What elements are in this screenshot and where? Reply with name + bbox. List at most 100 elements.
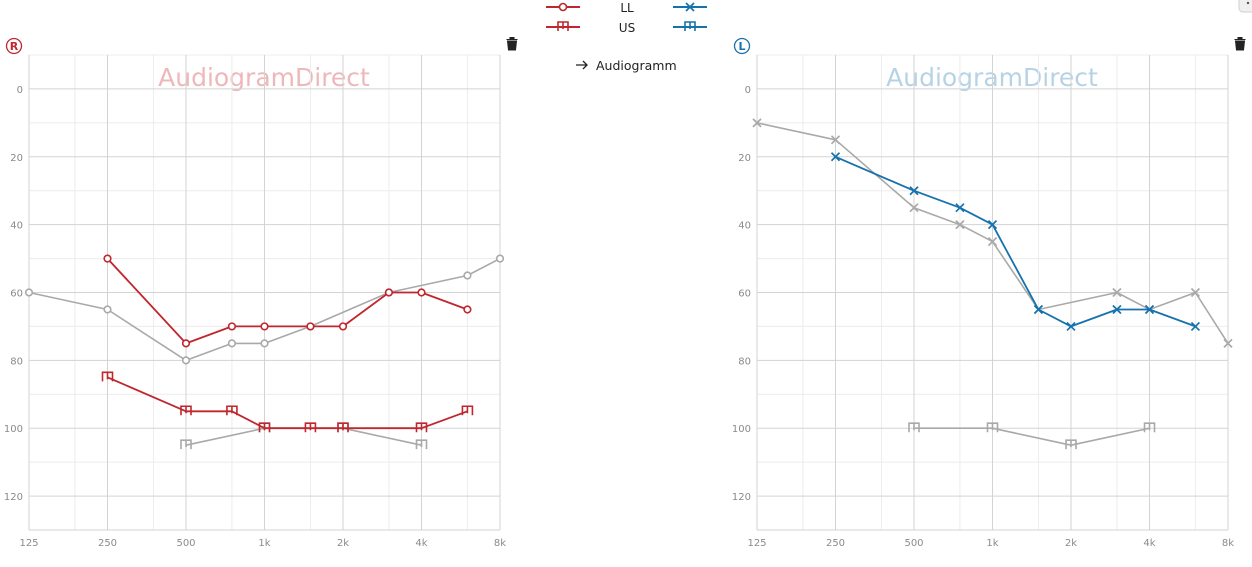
cross-marker[interactable] [987,220,998,230]
left-axis-labels: 125 250 500 1k 2k 4k 8k 0 20 40 60 80 100 120 [732,85,1234,549]
series-line [835,155,1196,328]
legend-right-ll-symbol [546,2,580,12]
left-ear-indicator: L [733,37,751,55]
bracket-marker[interactable] [986,422,999,433]
bracket-marker[interactable] [415,439,428,450]
bracket-marker[interactable] [180,439,192,450]
series-line [106,257,468,345]
series-bracket-reference [180,422,428,450]
bracket-marker[interactable] [461,405,474,416]
y-tick-label: 0 [745,85,751,96]
circle-marker[interactable] [463,271,472,280]
circle-marker[interactable] [181,356,191,365]
right-ear-audiogram[interactable]: R AudiogramDirect 125 250 500 1k 2k 4k 8k02040… [4,36,520,549]
right-ear-letter: R [10,40,19,53]
circle-marker[interactable] [495,254,505,263]
cross-marker[interactable] [1190,321,1201,332]
right-series[interactable] [24,254,505,450]
circle-marker[interactable] [181,339,191,348]
circle-marker[interactable] [384,288,394,297]
left-series[interactable] [752,118,1233,450]
circle-marker[interactable] [417,288,426,297]
y-tick-label: 20 [738,153,751,164]
circle-marker[interactable] [463,305,472,314]
y-tick-label: 80 [10,356,23,367]
right-delete-button[interactable] [504,36,520,52]
bracket-marker[interactable] [1143,422,1156,433]
x-tick-label: 4k [1143,538,1155,549]
legend-label-ll: LL [620,1,634,15]
circle-marker[interactable] [227,322,237,331]
series-line [914,427,1150,447]
series-circle-active [103,254,472,348]
cross-marker[interactable] [909,186,919,196]
circled-r-icon [5,37,23,55]
circle-marker[interactable] [24,288,34,297]
arrow-right-icon [576,60,588,70]
cross-marker[interactable] [1112,287,1122,298]
circle-marker[interactable] [103,305,112,314]
bracket-marker[interactable] [101,371,114,382]
x-tick-label: 4k [415,538,427,549]
cross-marker[interactable] [1033,304,1044,315]
cross-marker[interactable] [987,237,998,247]
x-tick-label: 250 [826,538,845,549]
bracket-marker[interactable] [226,405,238,416]
circle-marker[interactable] [260,322,269,331]
cross-marker[interactable] [752,118,762,128]
circle-marker[interactable] [103,254,112,263]
cross-marker[interactable] [1066,321,1076,332]
series-cross-active [830,152,1201,332]
cross-marker[interactable] [1190,287,1201,298]
y-tick-label: 100 [732,424,751,435]
y-tick-label: 60 [738,289,751,300]
cross-marker[interactable] [830,135,841,145]
cross-marker[interactable] [830,152,841,162]
cross-marker[interactable] [955,203,965,213]
circle-marker[interactable] [306,322,315,331]
legend-left-ll-symbol [673,2,707,12]
series-line [185,427,422,446]
cross-marker[interactable] [955,220,965,230]
cross-marker-icon [685,2,695,12]
cross-marker[interactable] [909,203,919,213]
bracket-marker[interactable] [304,422,317,433]
left-delete-button[interactable] [1232,36,1248,52]
cross-marker[interactable] [1223,338,1233,348]
y-tick-label: 100 [4,424,23,435]
legend: LL US [546,1,707,35]
corner-button-dot [1246,1,1250,5]
x-tick-label: 500 [176,538,195,549]
cross-marker[interactable] [1144,304,1155,315]
x-tick-label: 2k [1065,538,1077,549]
bracket-marker[interactable] [180,405,192,416]
legend-label-us: US [619,21,635,35]
x-tick-label: 250 [98,538,117,549]
bracket-marker[interactable] [337,422,349,433]
left-ear-audiogram[interactable]: L AudiogramDirect 125 250 500 1k 2k 4k 8k02040… [732,36,1248,549]
bracket-marker[interactable] [1065,439,1077,450]
legend-left-us-symbol [673,21,707,31]
bracket-marker[interactable] [415,422,428,433]
audiogramm-link-label[interactable]: Audiogramm [596,58,677,73]
x-tick-label: 500 [904,538,923,549]
audiogramm-link[interactable]: Audiogramm [570,54,680,76]
right-axis-labels: 125 250 500 1k 2k 4k 8k 0 20 40 60 80 100 120 [4,85,506,549]
bracket-marker[interactable] [908,422,920,433]
y-tick-label: 40 [10,221,23,232]
x-tick-label: 125 [747,538,766,549]
window-corner-button[interactable] [1238,0,1252,13]
left-grid [756,54,1229,531]
corner-button-shape[interactable] [1238,0,1252,13]
circle-marker[interactable] [260,339,269,348]
series-line [107,376,468,430]
bracket-marker[interactable] [258,422,271,433]
cross-marker[interactable] [1112,304,1122,315]
circle-marker[interactable] [227,339,237,348]
trash-icon [506,37,518,51]
y-tick-label: 60 [10,289,23,300]
circle-marker[interactable] [338,322,348,331]
y-tick-label: 80 [738,356,751,367]
